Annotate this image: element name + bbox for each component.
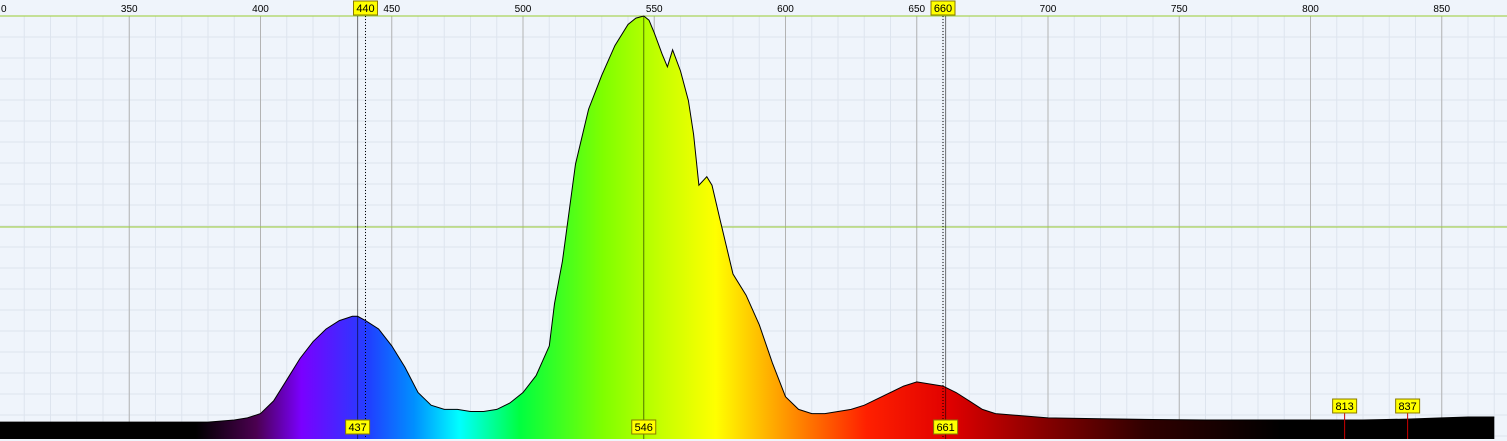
x-axis-ticks: 0 350 400 450 500 550 600 650 700 750 800 850 [1,4,1451,15]
ir-marker-label: 837 [1398,401,1416,413]
peak-marker-label: 437 [348,422,366,434]
peak-marker-box [933,419,959,435]
ir-marker-label: 813 [1335,401,1353,413]
x-tick-label: 700 [1040,4,1057,15]
ir-marker-box [1332,398,1358,414]
x-tick-label: 0 [1,4,7,15]
x-tick-label: 350 [121,4,138,15]
spectrum-area-layer [0,15,1495,439]
spectrum-outline [0,15,1495,423]
marker-lines [357,16,1409,439]
top-marker-box [930,0,956,16]
x-tick-label: 600 [777,4,794,15]
wavelength-markers: 440 660 437 546 661 813 837 [345,0,1421,435]
x-tick-label: 800 [1302,4,1319,15]
x-tick-label: 550 [646,4,663,15]
peak-marker-box [345,419,371,435]
peak-marker-label: 661 [936,422,954,434]
x-tick-label: 650 [908,4,925,15]
spectrum-area [0,16,1495,439]
x-tick-label: 400 [252,4,269,15]
x-tick-label: 500 [515,4,532,15]
x-tick-label: 750 [1171,4,1188,15]
x-tick-label: 450 [383,4,400,15]
ir-marker-box [1395,398,1421,414]
top-marker-box [353,0,378,16]
peak-marker-box [631,419,657,435]
top-marker-label: 660 [934,3,952,15]
peak-marker-label: 546 [635,422,653,434]
top-marker-label: 440 [356,3,374,15]
x-tick-label: 850 [1433,4,1450,15]
